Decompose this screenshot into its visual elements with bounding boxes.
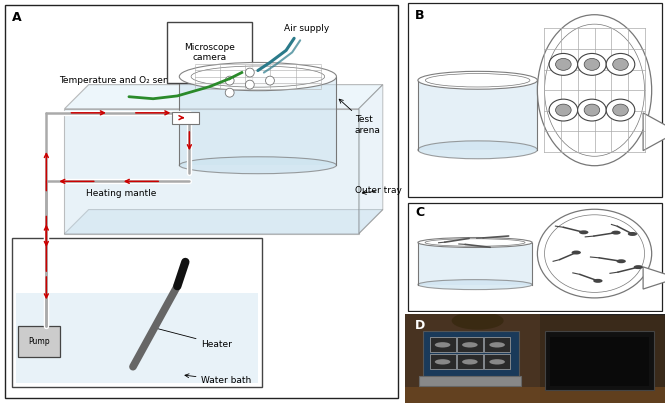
- Circle shape: [577, 99, 606, 121]
- Circle shape: [606, 99, 635, 121]
- Circle shape: [611, 231, 621, 235]
- FancyBboxPatch shape: [408, 203, 662, 311]
- Ellipse shape: [418, 141, 537, 159]
- Text: C: C: [416, 206, 424, 219]
- Circle shape: [549, 54, 577, 75]
- Circle shape: [555, 104, 571, 116]
- FancyBboxPatch shape: [172, 112, 198, 124]
- FancyBboxPatch shape: [167, 22, 252, 83]
- Circle shape: [266, 76, 274, 85]
- Polygon shape: [643, 267, 666, 289]
- FancyBboxPatch shape: [18, 326, 61, 357]
- Circle shape: [225, 88, 234, 97]
- Circle shape: [584, 104, 599, 116]
- FancyBboxPatch shape: [484, 354, 510, 370]
- Polygon shape: [418, 80, 537, 150]
- FancyBboxPatch shape: [550, 337, 649, 386]
- Circle shape: [613, 58, 628, 71]
- Polygon shape: [65, 109, 358, 234]
- FancyBboxPatch shape: [430, 354, 456, 370]
- FancyBboxPatch shape: [408, 3, 662, 197]
- Circle shape: [245, 80, 254, 89]
- FancyBboxPatch shape: [423, 330, 519, 377]
- Circle shape: [628, 232, 637, 236]
- Ellipse shape: [418, 71, 537, 89]
- FancyBboxPatch shape: [430, 337, 456, 353]
- Text: A: A: [12, 11, 22, 24]
- Ellipse shape: [418, 280, 532, 290]
- Ellipse shape: [537, 209, 651, 298]
- Ellipse shape: [537, 15, 651, 166]
- FancyBboxPatch shape: [12, 238, 262, 387]
- FancyBboxPatch shape: [484, 337, 510, 353]
- Circle shape: [579, 230, 589, 234]
- Text: Outer tray: Outer tray: [354, 187, 402, 195]
- FancyBboxPatch shape: [405, 387, 665, 403]
- Text: Pump: Pump: [29, 337, 50, 346]
- Circle shape: [613, 104, 628, 116]
- FancyBboxPatch shape: [405, 314, 665, 403]
- Polygon shape: [65, 85, 383, 109]
- Text: Test
arena: Test arena: [339, 99, 380, 135]
- Circle shape: [606, 54, 635, 75]
- Circle shape: [435, 359, 450, 365]
- Polygon shape: [179, 77, 336, 165]
- Circle shape: [549, 99, 577, 121]
- Circle shape: [571, 251, 581, 255]
- Text: Temperature and O₂ sensor: Temperature and O₂ sensor: [59, 77, 182, 85]
- Circle shape: [555, 58, 571, 71]
- Polygon shape: [65, 210, 383, 234]
- Circle shape: [593, 279, 603, 283]
- Circle shape: [435, 342, 450, 347]
- Ellipse shape: [179, 62, 336, 91]
- Circle shape: [462, 342, 478, 347]
- Circle shape: [633, 265, 643, 269]
- FancyBboxPatch shape: [5, 5, 398, 398]
- FancyBboxPatch shape: [16, 293, 258, 383]
- Text: B: B: [416, 9, 425, 22]
- FancyBboxPatch shape: [405, 314, 540, 403]
- Circle shape: [617, 259, 626, 263]
- Polygon shape: [643, 113, 666, 151]
- Polygon shape: [418, 243, 532, 285]
- Text: Microscope
camera: Microscope camera: [184, 43, 235, 62]
- Circle shape: [577, 54, 606, 75]
- Ellipse shape: [418, 237, 532, 247]
- Text: Water bath: Water bath: [185, 374, 252, 385]
- FancyBboxPatch shape: [545, 330, 654, 391]
- Circle shape: [462, 359, 478, 365]
- Circle shape: [452, 312, 503, 330]
- FancyBboxPatch shape: [457, 354, 483, 370]
- FancyBboxPatch shape: [457, 337, 483, 353]
- Circle shape: [490, 359, 505, 365]
- Text: Heater: Heater: [153, 326, 232, 349]
- Ellipse shape: [179, 157, 336, 174]
- Text: Heating mantle: Heating mantle: [86, 189, 156, 198]
- FancyBboxPatch shape: [419, 376, 521, 386]
- Text: D: D: [416, 319, 426, 332]
- Polygon shape: [358, 85, 383, 234]
- Circle shape: [490, 342, 505, 347]
- Circle shape: [584, 58, 599, 71]
- Text: Air supply: Air supply: [284, 24, 329, 33]
- Circle shape: [245, 68, 254, 77]
- Circle shape: [225, 76, 234, 85]
